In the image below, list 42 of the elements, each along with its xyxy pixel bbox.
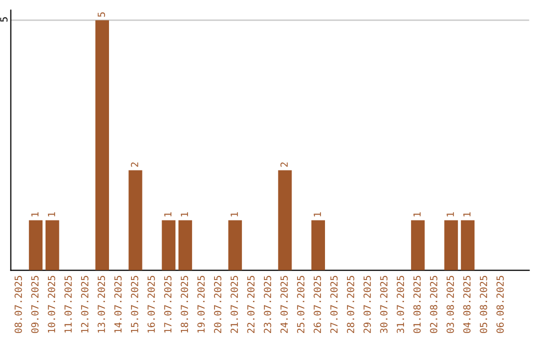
- x-tick-label: 06.08.2025: [496, 276, 504, 334]
- data-label: 5: [98, 12, 106, 17]
- x-tick-label: 17.07.2025: [164, 276, 172, 333]
- data-label: 1: [230, 212, 238, 216]
- data-label: 1: [164, 212, 172, 216]
- x-tick-label: 08.07.2025: [14, 276, 22, 334]
- x-tick-label: 03.08.2025: [446, 276, 454, 334]
- x-tick-label: 31.07.2025: [396, 276, 404, 334]
- x-tick-label: 16.07.2025: [148, 276, 155, 333]
- x-tick-label: 10.07.2025: [48, 276, 56, 333]
- x-tick-label: 29.07.2025: [364, 276, 371, 333]
- data-label: 1: [413, 212, 421, 216]
- x-tick-label: 27.07.2025: [330, 276, 338, 333]
- x-tick-label: 02.08.2025: [430, 276, 438, 334]
- data-label: 1: [180, 212, 188, 216]
- x-tick-label: 22.07.2025: [247, 276, 255, 333]
- x-tick-label: 19.07.2025: [197, 276, 205, 333]
- x-tick-label: 11.07.2025: [64, 276, 72, 333]
- x-tick-label: 26.07.2025: [314, 276, 322, 333]
- data-label: 2: [280, 162, 288, 167]
- x-tick-label: 13.07.2025: [98, 276, 106, 333]
- x-tick-label: 23.07.2025: [264, 276, 272, 333]
- data-label: 1: [314, 212, 321, 216]
- x-tick-label: 28.07.2025: [346, 276, 354, 333]
- x-tick-label: 04.08.2025: [463, 276, 471, 334]
- x-tick-label: 20.07.2025: [214, 276, 222, 333]
- x-tick-label: 21.07.2025: [230, 276, 238, 333]
- x-tick-label: 15.07.2025: [130, 276, 138, 333]
- x-tick-label: 25.07.2025: [297, 276, 304, 333]
- x-tick-label: 01.08.2025: [413, 276, 421, 334]
- data-label: 1: [48, 212, 56, 216]
- data-label: 1: [31, 212, 38, 216]
- x-tick-label: 12.07.2025: [81, 276, 88, 333]
- x-tick-label: 05.08.2025: [480, 276, 488, 334]
- x-tick-label: 18.07.2025: [180, 276, 188, 333]
- data-label: 1: [463, 212, 470, 216]
- data-label: 2: [130, 162, 138, 167]
- x-tick-label: 14.07.2025: [114, 276, 122, 333]
- data-label: 1: [446, 212, 454, 216]
- x-tick-label: 30.07.2025: [380, 276, 388, 334]
- x-tick-label: 09.07.2025: [31, 276, 39, 334]
- x-tick-label: 24.07.2025: [280, 276, 288, 333]
